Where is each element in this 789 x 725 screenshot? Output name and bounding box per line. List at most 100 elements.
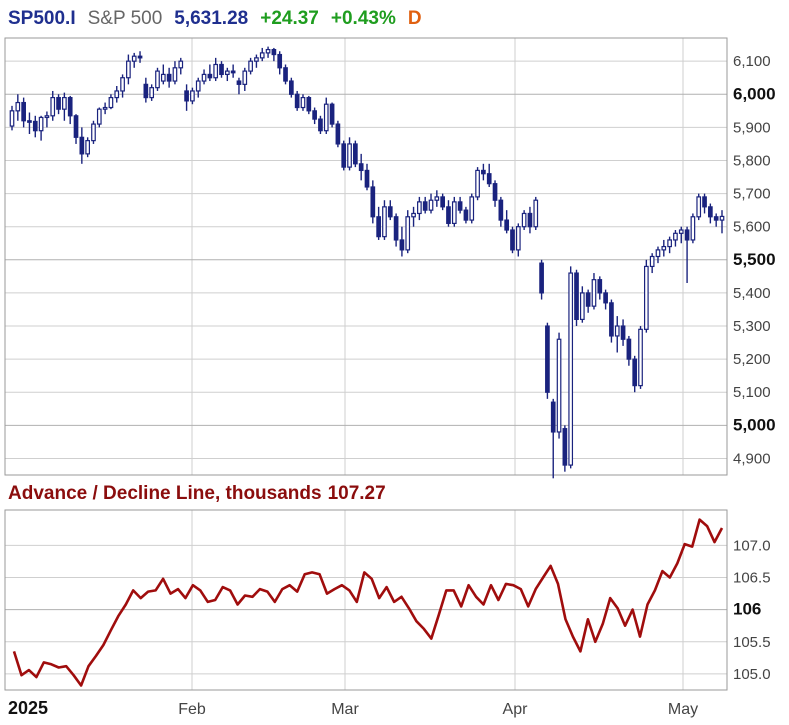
candle: [318, 115, 323, 135]
candle: [323, 97, 329, 135]
candle-body: [120, 77, 125, 92]
candle: [597, 276, 603, 300]
candle: [713, 213, 719, 227]
candle: [242, 67, 248, 91]
candle: [614, 316, 620, 353]
candle-body: [96, 108, 102, 125]
candle-body: [638, 328, 643, 387]
candle: [294, 90, 300, 111]
candle-body: [201, 73, 207, 82]
candle-body: [632, 358, 638, 387]
price-panel-border: [4, 37, 728, 476]
candle-body: [137, 55, 143, 59]
candle-body: [579, 292, 585, 321]
candle-body: [486, 173, 492, 185]
candle: [155, 67, 160, 91]
candle: [79, 127, 85, 164]
candle: [667, 236, 672, 254]
candle-body: [230, 70, 236, 74]
candle-body: [306, 96, 312, 112]
candle-body: [126, 60, 131, 79]
candle-body: [376, 216, 381, 238]
candle-body: [393, 216, 399, 241]
candle-body: [504, 219, 510, 231]
candle: [719, 210, 725, 234]
candle: [370, 180, 376, 224]
candle-body: [434, 196, 440, 201]
candle: [50, 90, 56, 121]
candle-body: [62, 96, 67, 110]
candle: [626, 335, 632, 366]
period-indicator[interactable]: D: [407, 8, 422, 29]
candlestick-series: [9, 46, 725, 479]
candle: [591, 273, 597, 310]
candle-body: [562, 428, 568, 466]
candle: [102, 102, 108, 115]
candle-body: [702, 196, 707, 208]
candle: [440, 193, 446, 211]
candle: [96, 107, 102, 128]
candle: [236, 77, 242, 95]
candle: [632, 355, 638, 393]
candle-body: [114, 90, 120, 99]
candle: [533, 196, 539, 231]
price-tick-label: 5,700: [733, 186, 771, 203]
candle: [254, 54, 259, 68]
candle: [335, 120, 341, 148]
candle: [486, 163, 492, 187]
candle: [201, 69, 207, 85]
candle-body: [67, 96, 73, 117]
candle-body: [673, 232, 678, 241]
candle-body: [568, 272, 574, 466]
candle: [21, 97, 26, 128]
candle-body: [224, 70, 230, 76]
candle-body: [190, 90, 195, 102]
candle: [550, 398, 556, 479]
symbol[interactable]: SP500.I: [8, 8, 76, 29]
candle: [574, 269, 579, 327]
candle: [306, 95, 312, 115]
candle: [387, 200, 393, 221]
candle-body: [405, 216, 411, 251]
candle: [44, 111, 50, 128]
candle: [160, 64, 166, 85]
candle-body: [591, 279, 597, 307]
candle: [62, 92, 67, 121]
candle: [15, 94, 21, 121]
candle-body: [550, 401, 556, 433]
candle: [38, 115, 44, 141]
ad-line-title: Advance / Decline Line, thousands 107.27: [8, 483, 386, 505]
candle: [248, 57, 253, 75]
candle-body: [614, 325, 620, 337]
candle-body: [690, 216, 696, 241]
candle: [708, 203, 713, 224]
x-tick-label: Feb: [178, 701, 206, 718]
candle: [417, 196, 422, 221]
candle: [399, 226, 405, 257]
candle-body: [248, 60, 253, 72]
candle: [638, 326, 643, 389]
candle-body: [73, 115, 79, 138]
candle: [149, 84, 155, 101]
candle-body: [149, 87, 155, 99]
candle: [510, 226, 515, 254]
price-tick-label: 6,000: [733, 84, 776, 103]
candle: [56, 94, 61, 115]
candle-body: [469, 196, 475, 221]
candle-body: [428, 199, 434, 211]
x-tick-label: Mar: [331, 701, 359, 718]
candle: [492, 180, 498, 207]
candle-body: [102, 106, 108, 110]
candle-body: [620, 325, 626, 340]
candle: [178, 57, 184, 75]
ad-tick-label: 106.5: [733, 570, 771, 587]
candle: [300, 94, 306, 111]
candle: [515, 223, 521, 257]
candle-body: [318, 118, 323, 132]
candle: [539, 259, 544, 300]
candle-body: [422, 201, 428, 211]
candle: [224, 67, 230, 82]
candle-body: [172, 67, 178, 82]
candle: [27, 112, 32, 135]
